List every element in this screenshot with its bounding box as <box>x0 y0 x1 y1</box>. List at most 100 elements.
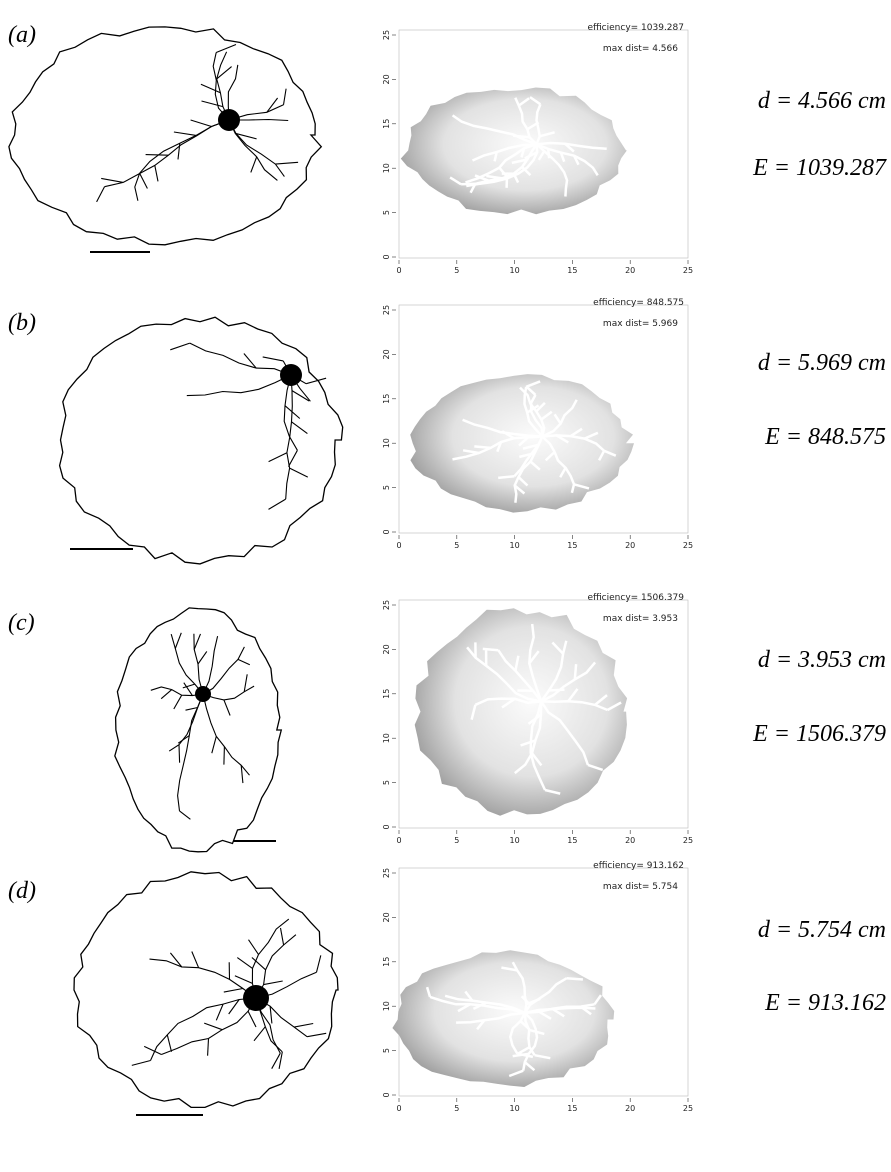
y-tick-label: 5 <box>382 485 391 490</box>
distance-ridge <box>566 977 583 981</box>
distance-ridge <box>509 1012 527 1055</box>
vein <box>251 957 266 971</box>
vein <box>178 744 181 763</box>
distance-ridge <box>542 434 617 457</box>
distance-ridge <box>501 966 518 972</box>
vein <box>104 119 230 188</box>
vein <box>307 1032 327 1038</box>
x-tick-label: 10 <box>510 541 520 550</box>
distance-ridge <box>452 435 543 461</box>
distance-ridge <box>606 701 622 712</box>
vein <box>291 421 308 435</box>
vein <box>243 674 248 692</box>
y-tick-label: 20 <box>382 912 391 922</box>
distance-ridge <box>538 1010 552 1020</box>
x-tick-label: 10 <box>510 836 520 845</box>
distance-ridge <box>544 451 556 462</box>
vein <box>223 987 244 993</box>
vein <box>248 939 259 955</box>
vein <box>282 88 287 105</box>
x-tick-label: 25 <box>683 266 693 275</box>
x-tick-label: 20 <box>625 1104 635 1113</box>
x-tick-label: 25 <box>683 541 693 550</box>
distance-ridge <box>461 143 538 186</box>
distance-ridge <box>429 995 526 1015</box>
leaf-outline <box>8 26 323 246</box>
panel-label: (c) <box>8 610 35 636</box>
vein <box>193 633 202 650</box>
vein <box>211 736 217 754</box>
distance-ridge <box>541 399 578 438</box>
source-node <box>280 364 302 386</box>
distance-ridge <box>449 176 462 186</box>
vein <box>190 119 212 128</box>
distance-ridge <box>587 763 604 772</box>
distance-ridge <box>476 1019 486 1031</box>
y-tick-label: 20 <box>382 644 391 654</box>
distance-ridge <box>518 436 529 447</box>
distance-ridge <box>498 474 515 480</box>
vein <box>182 683 195 689</box>
vein <box>193 633 204 695</box>
x-tick-label: 15 <box>567 836 577 845</box>
x-tick-label: 15 <box>567 541 577 550</box>
vein <box>216 51 230 121</box>
vein <box>149 997 257 1061</box>
max-dist-annotation: max dist= 4.566 <box>603 44 678 54</box>
vein <box>251 918 290 999</box>
distance-ridge <box>472 1001 487 1011</box>
vein <box>101 177 124 183</box>
distance-ridge <box>583 431 599 440</box>
y-tick-label: 0 <box>382 529 391 534</box>
panel-label: (d) <box>8 878 36 904</box>
vein <box>145 154 169 156</box>
y-tick-label: 25 <box>382 30 391 40</box>
vein <box>202 685 255 701</box>
distance-ridge <box>513 436 544 503</box>
y-tick-label: 25 <box>382 868 391 878</box>
distance-value: d = 4.566 cm <box>758 88 886 114</box>
distance-ridge <box>451 114 537 146</box>
vein <box>289 467 309 478</box>
vein <box>131 1059 151 1066</box>
distance-ridge <box>512 173 520 184</box>
distance-ridge <box>519 1020 531 1031</box>
distance-ridge <box>474 174 490 182</box>
distance-ridge <box>529 394 544 437</box>
vein <box>247 1010 257 1028</box>
distance-ridge <box>559 152 566 163</box>
vein <box>204 1022 223 1031</box>
vein <box>200 83 221 94</box>
distance-ridge <box>536 143 599 176</box>
distance-ridge <box>474 697 542 706</box>
distance-ridge <box>541 435 576 494</box>
vein <box>150 686 204 697</box>
vein <box>134 119 230 201</box>
vein <box>96 186 105 203</box>
vein <box>268 498 286 510</box>
y-tick-label: 25 <box>382 600 391 610</box>
source-node <box>195 686 211 702</box>
distance-value: d = 3.953 cm <box>758 647 886 673</box>
distance-ridge <box>513 134 530 139</box>
x-tick-label: 10 <box>510 1104 520 1113</box>
vein <box>283 374 298 451</box>
vein <box>216 66 232 80</box>
x-tick-label: 0 <box>396 266 401 275</box>
leaf-outline <box>73 871 339 1109</box>
distance-ridge <box>544 788 561 795</box>
distance-ridge <box>528 623 543 702</box>
distance-ridge <box>528 650 540 665</box>
vein <box>223 699 231 716</box>
vein <box>268 452 288 463</box>
distance-ridge <box>535 402 546 413</box>
distance-ridge <box>498 166 508 177</box>
distance-ridge <box>519 451 535 459</box>
vein <box>143 1045 162 1055</box>
x-tick-label: 25 <box>683 1104 693 1113</box>
vein <box>271 1052 281 1069</box>
distance-ridge <box>521 166 532 176</box>
y-tick-label: 0 <box>382 824 391 829</box>
vein <box>207 1038 210 1056</box>
vein <box>288 450 298 467</box>
